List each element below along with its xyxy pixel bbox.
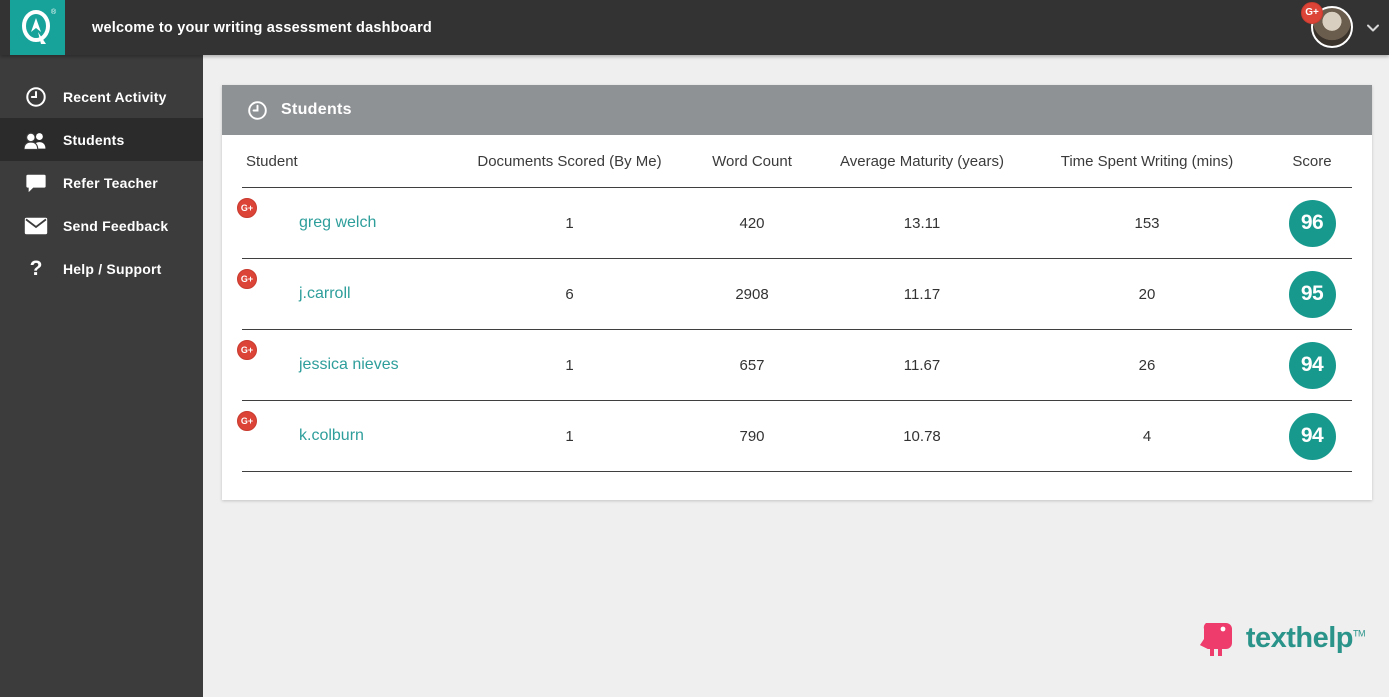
average-maturity-value: 11.67	[903, 356, 941, 374]
col-average-maturity: Average Maturity (years)	[840, 152, 1004, 170]
sidebar-item-help-support[interactable]: ? Help / Support	[0, 247, 203, 290]
chevron-down-icon[interactable]	[1365, 20, 1381, 36]
welcome-message: welcome to your writing assessment dashb…	[92, 19, 432, 36]
avatar: G+	[237, 198, 286, 243]
time-spent-value: 4	[1142, 427, 1152, 445]
sidebar: Recent Activity Students Refer Teacher	[0, 55, 203, 697]
clock-icon	[247, 100, 268, 121]
sidebar-item-students[interactable]: Students	[0, 118, 203, 161]
question-icon: ?	[29, 256, 43, 280]
score-badge: 95	[1288, 270, 1336, 318]
table-row: G+ k.colburn 1 790 10.78 4 94	[237, 401, 1352, 472]
documents-scored-value: 1	[565, 427, 574, 445]
documents-scored-value: 6	[565, 285, 574, 303]
sidebar-item-label: Send Feedback	[63, 217, 169, 234]
word-count-value: 790	[739, 427, 765, 445]
table-header-row: Student Documents Scored (By Me) Word Co…	[242, 135, 1352, 188]
time-spent-value: 153	[1134, 214, 1160, 232]
sidebar-item-send-feedback[interactable]: Send Feedback	[0, 204, 203, 247]
word-count-value: 2908	[735, 285, 769, 303]
col-time-spent: Time Spent Writing (mins)	[1060, 152, 1234, 170]
col-documents-scored: Documents Scored (By Me)	[477, 152, 662, 170]
clock-icon	[24, 85, 48, 109]
student-name-link[interactable]: j.carroll	[299, 285, 351, 302]
avatar: G+	[237, 269, 286, 314]
word-count-value: 657	[739, 356, 765, 374]
table-row: G+ j.carroll 6 2908 11.17 20 95	[237, 259, 1352, 330]
score-badge: 96	[1288, 199, 1336, 247]
documents-scored-value: 1	[565, 356, 574, 374]
gplus-badge: G+	[237, 411, 257, 431]
user-menu[interactable]: G+	[1301, 0, 1381, 55]
texthelp-logo: texthelpTM	[1196, 617, 1366, 659]
panel-header: Students	[222, 85, 1372, 135]
student-cell: G+ greg welch	[237, 198, 457, 243]
score-badge: 94	[1288, 412, 1336, 460]
score-cell: 94	[1272, 341, 1352, 389]
score-badge: 94	[1288, 341, 1336, 389]
student-cell: G+ jessica nieves	[237, 340, 457, 385]
time-spent-value: 26	[1138, 356, 1156, 374]
score-cell: 94	[1272, 412, 1352, 460]
col-word-count: Word Count	[712, 152, 792, 170]
student-name-link[interactable]: greg welch	[299, 214, 377, 231]
students-icon	[24, 128, 48, 152]
avatar: G+	[237, 340, 286, 385]
average-maturity-value: 11.17	[903, 285, 941, 303]
gplus-badge: G+	[237, 340, 257, 360]
time-spent-value: 20	[1138, 285, 1156, 303]
student-name-link[interactable]: jessica nieves	[299, 356, 399, 373]
score-cell: 96	[1272, 199, 1352, 247]
average-maturity-value: 10.78	[903, 427, 941, 445]
wriq-logo[interactable]: ®	[10, 0, 65, 55]
trademark-symbol: TM	[1353, 627, 1366, 638]
gplus-badge: G+	[237, 198, 257, 218]
student-cell: G+ j.carroll	[237, 269, 457, 314]
col-student: Student	[246, 152, 298, 170]
sidebar-item-label: Students	[63, 131, 125, 148]
sidebar-item-refer-teacher[interactable]: Refer Teacher	[0, 161, 203, 204]
chat-icon	[24, 171, 48, 195]
user-avatar[interactable]	[1311, 5, 1353, 48]
col-score: Score	[1292, 152, 1332, 170]
documents-scored-value: 1	[565, 214, 574, 232]
topbar: ® welcome to your writing assessment das…	[0, 0, 1389, 55]
score-cell: 95	[1272, 270, 1352, 318]
gplus-badge: G+	[1301, 1, 1323, 24]
students-table: Student Documents Scored (By Me) Word Co…	[237, 135, 1352, 472]
table-row: G+ greg welch 1 420 13.11 153 96	[237, 188, 1352, 259]
envelope-icon	[24, 214, 48, 238]
panel-title: Students	[281, 101, 352, 118]
sidebar-item-label: Help / Support	[63, 260, 162, 277]
texthelp-wordmark: texthelpTM	[1245, 621, 1366, 654]
word-count-value: 420	[739, 214, 765, 232]
texthelp-bird-icon	[1199, 623, 1232, 656]
registered-mark: ®	[51, 8, 57, 16]
avatar: G+	[237, 411, 286, 456]
sidebar-item-label: Recent Activity	[63, 88, 167, 105]
main-content: Students Student Documents Scored (By Me…	[203, 55, 1389, 697]
table-row: G+ jessica nieves 1 657 11.67 26 94	[237, 330, 1352, 401]
sidebar-item-label: Refer Teacher	[63, 174, 158, 191]
wriq-q-icon: ®	[21, 8, 57, 44]
student-cell: G+ k.colburn	[237, 411, 457, 456]
average-maturity-value: 13.11	[903, 214, 941, 232]
student-name-link[interactable]: k.colburn	[299, 427, 364, 444]
gplus-badge: G+	[237, 269, 257, 289]
students-panel: Students Student Documents Scored (By Me…	[222, 85, 1372, 500]
sidebar-item-recent-activity[interactable]: Recent Activity	[0, 75, 203, 118]
